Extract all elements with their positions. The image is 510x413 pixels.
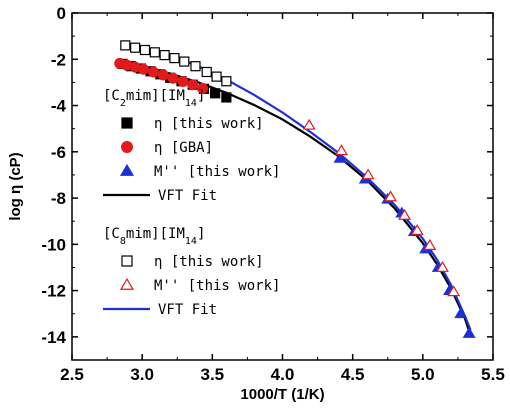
data-point bbox=[302, 118, 316, 130]
y-tick-label: -6 bbox=[51, 143, 66, 162]
legend-marker bbox=[121, 117, 133, 129]
legend-entry-label: VFT Fit bbox=[158, 188, 217, 204]
data-point bbox=[221, 76, 232, 87]
data-point bbox=[221, 92, 232, 103]
data-point bbox=[190, 61, 201, 72]
y-axis-label: log η (cP) bbox=[7, 152, 24, 220]
legend-entry-label: η [this work] bbox=[154, 116, 264, 132]
legend-entry-label: M'' [this work] bbox=[154, 278, 280, 294]
data-point bbox=[384, 190, 398, 202]
data-point bbox=[361, 168, 375, 180]
legend-entry-label: M'' [this work] bbox=[154, 164, 280, 180]
data-point bbox=[436, 260, 449, 272]
data-point bbox=[462, 326, 476, 338]
data-point bbox=[120, 40, 131, 51]
data-point bbox=[149, 47, 160, 58]
x-axis-label: 1000/T (1/K) bbox=[240, 386, 324, 403]
data-point bbox=[157, 69, 169, 81]
data-point bbox=[187, 79, 199, 91]
y-tick-label: -14 bbox=[41, 328, 66, 347]
data-point bbox=[211, 71, 222, 82]
x-tick-label: 3.5 bbox=[201, 365, 225, 384]
data-point bbox=[454, 307, 468, 319]
data-point bbox=[201, 66, 212, 78]
y-tick-label: 0 bbox=[57, 4, 66, 23]
x-tick-label: 2.5 bbox=[60, 365, 84, 384]
legend-entry-label: VFT Fit bbox=[158, 302, 217, 318]
data-point bbox=[333, 151, 347, 163]
data-point bbox=[398, 208, 412, 220]
legend-marker bbox=[119, 277, 135, 290]
x-tick-label: 5.0 bbox=[411, 365, 435, 384]
data-point bbox=[334, 144, 348, 156]
x-tick-label: 4.0 bbox=[271, 365, 295, 384]
x-tick-label: 4.5 bbox=[341, 365, 365, 384]
plot-area bbox=[114, 40, 476, 338]
data-point bbox=[169, 53, 180, 64]
x-tick-label: 3.0 bbox=[130, 365, 154, 384]
data-point bbox=[423, 239, 437, 250]
data-point bbox=[447, 285, 461, 297]
data-point bbox=[130, 42, 141, 53]
data-point bbox=[139, 44, 151, 56]
x-tick-label: 5.5 bbox=[481, 365, 505, 384]
y-tick-label: -12 bbox=[41, 282, 66, 301]
y-tick-label: -8 bbox=[51, 189, 66, 208]
data-point bbox=[197, 82, 209, 94]
legend-group-title: [C2mim][IM14] bbox=[103, 88, 205, 109]
legend-marker bbox=[119, 163, 135, 176]
data-point bbox=[410, 223, 424, 235]
axis-ticks: 2.5 3.0 3.5 4.0 4.5 5.0 5.5 0 -2 -4 -6 -8 -10 -12 -14 bbox=[41, 4, 504, 384]
legend-entry-label: η [GBA] bbox=[154, 140, 213, 156]
data-point bbox=[179, 56, 190, 67]
legend-marker bbox=[121, 255, 133, 267]
data-point bbox=[177, 75, 189, 87]
y-tick-label: -4 bbox=[51, 97, 67, 116]
data-point bbox=[167, 72, 179, 84]
legend-entry-label: η [this work] bbox=[154, 254, 264, 270]
y-tick-label: -2 bbox=[51, 50, 66, 69]
y-tick-label: -10 bbox=[41, 235, 66, 254]
legend: [C2mim][IM14] η [this work] η [GBA] M'' [th… bbox=[103, 88, 280, 318]
data-point bbox=[138, 63, 150, 75]
data-point bbox=[147, 66, 159, 78]
data-point bbox=[210, 88, 221, 99]
legend-marker bbox=[121, 141, 133, 153]
legend-group-title: [C8mim][IM14] bbox=[103, 226, 205, 247]
data-point bbox=[159, 50, 170, 61]
